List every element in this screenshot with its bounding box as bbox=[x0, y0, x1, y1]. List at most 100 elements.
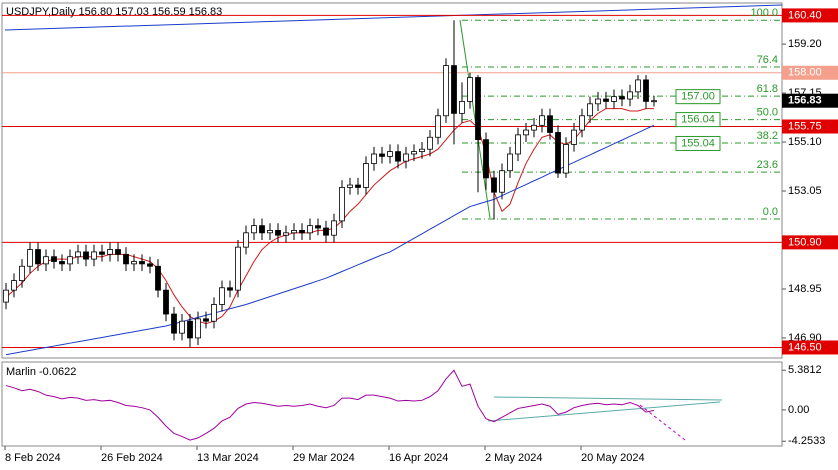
candle-body bbox=[499, 170, 505, 193]
oscillator-title: Marlin -0.0622 bbox=[6, 366, 76, 378]
osc-y-tick-label: 5.3812 bbox=[788, 364, 822, 376]
candle-body bbox=[315, 225, 321, 229]
candle-body bbox=[211, 304, 217, 322]
candle-body bbox=[427, 136, 433, 150]
level-label: 146.50 bbox=[788, 341, 822, 353]
fibo-label: 50.0 bbox=[757, 106, 778, 118]
level-label-box bbox=[782, 235, 838, 250]
candle-body bbox=[523, 129, 529, 136]
level-label: 155.75 bbox=[788, 120, 822, 132]
fibo-anchor bbox=[459, 19, 491, 219]
candle-body bbox=[331, 220, 337, 236]
candle-body bbox=[419, 148, 425, 152]
candle-body bbox=[539, 115, 545, 126]
fibo-box-label: 157.00 bbox=[681, 91, 715, 103]
candle-body bbox=[123, 253, 129, 265]
candle-body bbox=[459, 101, 465, 114]
fibo-label: 38.2 bbox=[757, 130, 778, 142]
candle-body bbox=[147, 263, 153, 267]
candle-body bbox=[83, 251, 89, 260]
candle-body bbox=[507, 153, 513, 172]
candle-body bbox=[387, 151, 393, 157]
candle-body bbox=[643, 79, 649, 102]
candle-body bbox=[347, 184, 353, 188]
fibo-box-label: 156.04 bbox=[681, 113, 715, 125]
candle-body bbox=[251, 225, 257, 234]
level-label-box bbox=[782, 119, 838, 134]
x-tick-label: 8 Feb 2024 bbox=[5, 452, 61, 464]
candle-body bbox=[75, 251, 81, 258]
x-tick-label: 29 Mar 2024 bbox=[293, 452, 355, 464]
candle-body bbox=[267, 230, 273, 234]
candle-body bbox=[107, 249, 113, 255]
candle-body bbox=[171, 313, 177, 334]
candle-body bbox=[307, 225, 313, 234]
candle-body bbox=[35, 249, 41, 265]
x-tick-label: 16 Apr 2024 bbox=[389, 452, 448, 464]
level-label: 150.90 bbox=[788, 236, 822, 248]
level-label-box bbox=[782, 65, 838, 80]
y-tick-label: 153.05 bbox=[788, 185, 822, 197]
candle-body bbox=[555, 132, 561, 174]
y-tick-label: 148.95 bbox=[788, 283, 822, 295]
candle-body bbox=[27, 249, 33, 267]
candle-body bbox=[411, 151, 417, 155]
level-label: 160.40 bbox=[788, 9, 822, 21]
fibo-label: 23.6 bbox=[757, 159, 778, 171]
candle-body bbox=[339, 187, 345, 222]
chart-title: USDJPY,Daily 156.80 157.03 156.59 156.83 bbox=[6, 6, 222, 18]
candle-body bbox=[43, 256, 49, 265]
candle-body bbox=[227, 287, 233, 291]
candle-body bbox=[283, 232, 289, 236]
candle-body bbox=[99, 251, 105, 255]
fibo-box bbox=[675, 89, 721, 105]
candle-body bbox=[275, 230, 281, 236]
candle-body bbox=[187, 320, 193, 339]
fibo-label: 61.8 bbox=[757, 83, 778, 95]
candle-body bbox=[651, 100, 657, 103]
candle-body bbox=[571, 129, 577, 145]
osc-trend-line bbox=[487, 401, 721, 422]
candle-body bbox=[483, 139, 489, 179]
candle-body bbox=[203, 318, 209, 322]
candle-body bbox=[467, 77, 473, 102]
y-tick-label: 159.20 bbox=[788, 38, 822, 50]
candle-body bbox=[587, 103, 593, 117]
candle-body bbox=[363, 163, 369, 188]
candle-body bbox=[219, 287, 225, 305]
main-panel bbox=[1, 2, 783, 359]
candle-body bbox=[595, 98, 601, 105]
y-tick-label: 155.10 bbox=[788, 136, 822, 148]
candle-body bbox=[603, 98, 609, 102]
fibo-label: 76.4 bbox=[757, 54, 778, 66]
candle-body bbox=[19, 265, 25, 281]
candle-body bbox=[115, 249, 121, 255]
candle-body bbox=[179, 320, 185, 334]
candle-body bbox=[579, 115, 585, 131]
candle-body bbox=[155, 265, 161, 291]
candle-body bbox=[355, 184, 361, 188]
last-price-label: 156.83 bbox=[788, 95, 822, 107]
candle-body bbox=[627, 91, 633, 100]
candle-body bbox=[139, 261, 145, 265]
level-label: 158.00 bbox=[788, 67, 822, 79]
candle-body bbox=[131, 261, 137, 265]
level-label-box bbox=[782, 340, 838, 355]
fibo-box-label: 155.04 bbox=[681, 137, 715, 149]
moving-average bbox=[5, 124, 655, 356]
candle-body bbox=[475, 77, 481, 141]
candle-body bbox=[243, 232, 249, 248]
oscillator-line bbox=[5, 369, 655, 441]
x-tick-label: 2 May 2024 bbox=[485, 452, 542, 464]
fibo-box bbox=[675, 112, 721, 128]
candle-body bbox=[491, 177, 497, 193]
candle-body bbox=[531, 124, 537, 131]
candle-body bbox=[403, 153, 409, 162]
candle-body bbox=[3, 289, 9, 303]
candle-body bbox=[259, 225, 265, 234]
trend-line bbox=[4, 4, 783, 31]
fibo-label: 0.0 bbox=[763, 206, 778, 218]
candle-body bbox=[299, 230, 305, 234]
last-price-box bbox=[782, 93, 838, 108]
